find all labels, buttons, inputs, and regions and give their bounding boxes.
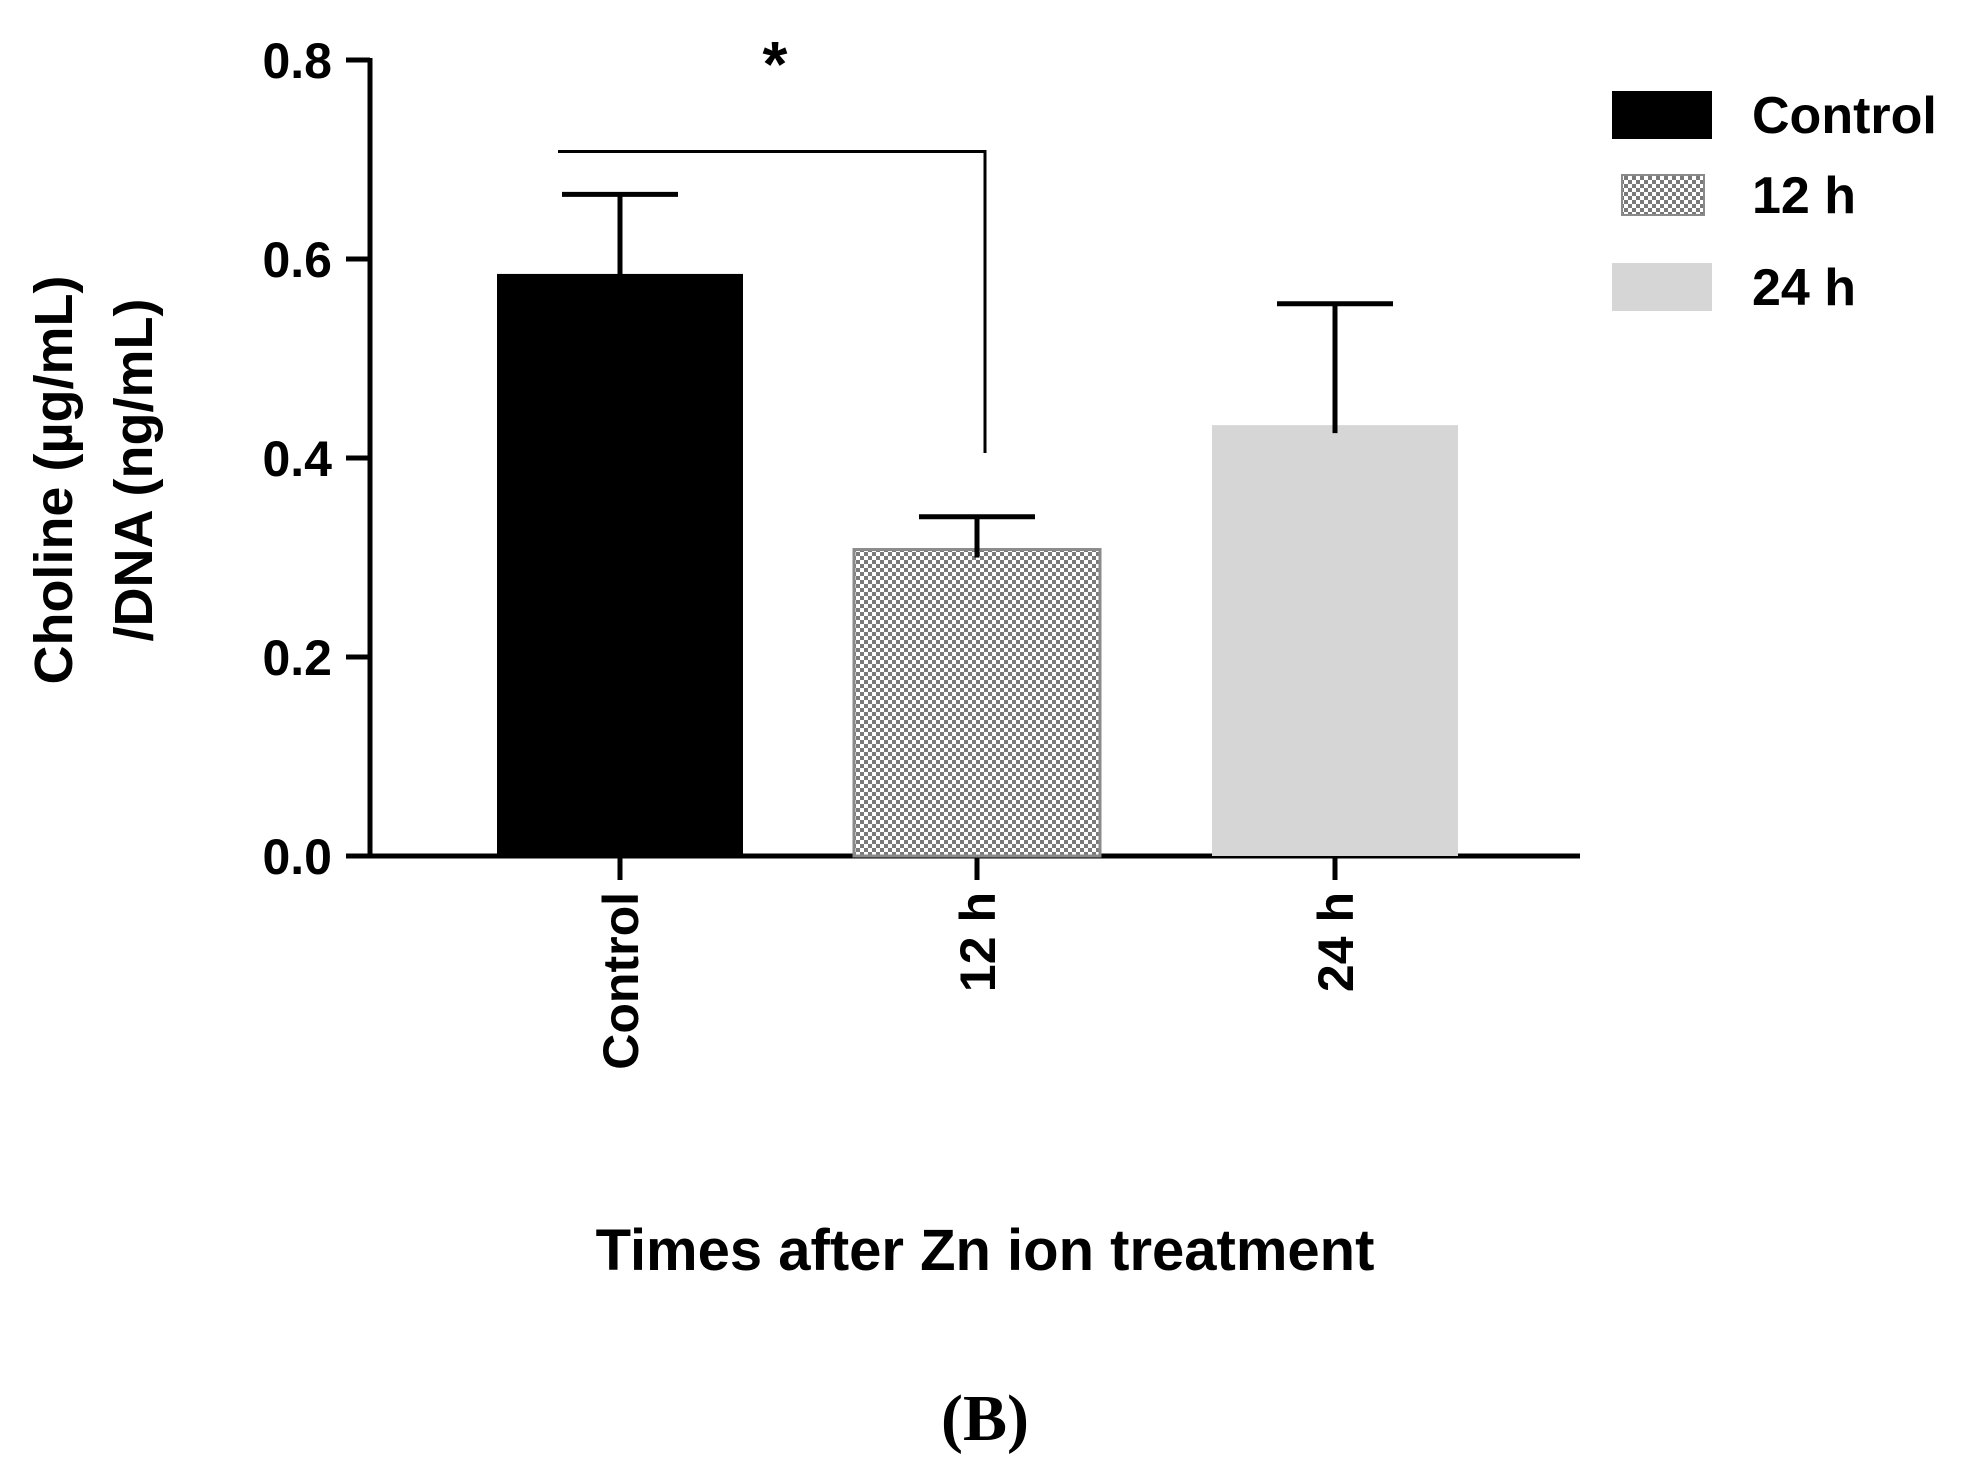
panel-label: (B) [941, 1382, 1029, 1455]
y-axis-label-line-1: Choline (µg/mL) [24, 275, 84, 684]
legend-label: Control [1752, 87, 1937, 145]
bars [497, 273, 1458, 858]
y-tick-label: 0.8 [262, 33, 332, 89]
significance-marker: * [763, 28, 788, 100]
legend-swatch [1621, 174, 1705, 216]
x-axis-label: Times after Zn ion treatment [596, 1218, 1375, 1283]
bar [497, 273, 743, 856]
legend-swatch [1612, 91, 1712, 139]
x-tick-label: 24 h [1308, 892, 1364, 992]
legend-label: 24 h [1752, 259, 1856, 317]
x-axis: Control 12 h 24 h [370, 853, 1580, 1070]
bar [1212, 425, 1458, 856]
y-tick-label: 0.6 [262, 232, 332, 288]
x-tick-label: 12 h [950, 892, 1006, 992]
legend-label: 12 h [1752, 167, 1856, 225]
legend-swatch [1612, 263, 1712, 311]
x-tick-label: Control [593, 892, 649, 1070]
y-tick-label: 0.4 [262, 431, 332, 487]
error-bars [562, 191, 1393, 558]
y-axis-label-line-2: /DNA (ng/mL) [104, 299, 164, 642]
axis-labels: Choline (µg/mL) /DNA (ng/mL) Times after… [24, 275, 1374, 1455]
y-tick-label: 0.2 [262, 630, 332, 686]
legend: Control 12 h 24 h [1612, 87, 1937, 317]
bar [852, 548, 1102, 858]
significance-bracket [558, 150, 987, 454]
significance-annotation: * [558, 28, 987, 454]
y-tick-label: 0.0 [262, 829, 332, 885]
y-axis: 0.0 0.2 0.4 0.6 0.8 [262, 33, 373, 885]
